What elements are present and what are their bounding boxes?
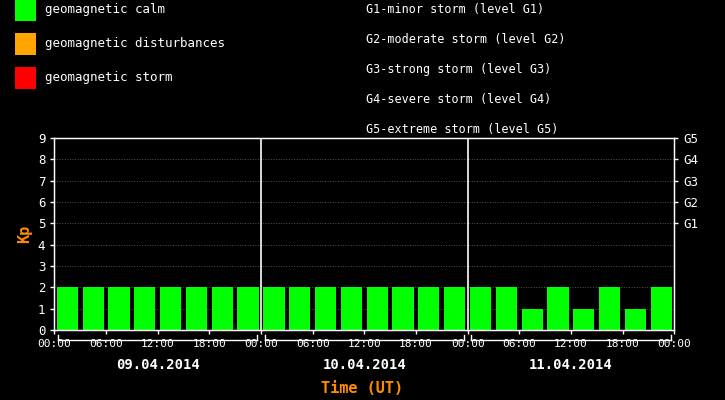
Bar bbox=[108, 287, 130, 330]
Bar bbox=[599, 287, 621, 330]
Text: G1-minor storm (level G1): G1-minor storm (level G1) bbox=[366, 4, 544, 16]
Bar bbox=[238, 287, 259, 330]
Text: 11.04.2014: 11.04.2014 bbox=[529, 358, 613, 372]
Bar bbox=[289, 287, 310, 330]
Bar bbox=[263, 287, 284, 330]
Bar bbox=[341, 287, 362, 330]
Bar bbox=[160, 287, 181, 330]
Bar bbox=[651, 287, 672, 330]
Bar bbox=[547, 287, 568, 330]
Bar bbox=[134, 287, 155, 330]
Bar bbox=[573, 309, 594, 330]
Bar bbox=[418, 287, 439, 330]
Text: G5-extreme storm (level G5): G5-extreme storm (level G5) bbox=[366, 124, 558, 136]
Text: G3-strong storm (level G3): G3-strong storm (level G3) bbox=[366, 64, 552, 76]
Text: G2-moderate storm (level G2): G2-moderate storm (level G2) bbox=[366, 34, 566, 46]
Bar bbox=[83, 287, 104, 330]
Bar bbox=[392, 287, 414, 330]
Bar bbox=[212, 287, 233, 330]
Text: geomagnetic disturbances: geomagnetic disturbances bbox=[45, 38, 225, 50]
Bar bbox=[367, 287, 388, 330]
Text: Time (UT): Time (UT) bbox=[321, 381, 404, 396]
Y-axis label: Kp: Kp bbox=[17, 225, 33, 243]
Bar bbox=[470, 287, 491, 330]
Bar bbox=[315, 287, 336, 330]
Bar bbox=[186, 287, 207, 330]
Text: G4-severe storm (level G4): G4-severe storm (level G4) bbox=[366, 94, 552, 106]
Bar bbox=[625, 309, 646, 330]
Bar bbox=[496, 287, 517, 330]
Bar bbox=[444, 287, 465, 330]
Bar bbox=[521, 309, 543, 330]
Bar bbox=[57, 287, 78, 330]
Text: geomagnetic storm: geomagnetic storm bbox=[45, 72, 173, 84]
Text: geomagnetic calm: geomagnetic calm bbox=[45, 4, 165, 16]
Text: 09.04.2014: 09.04.2014 bbox=[116, 358, 199, 372]
Text: 10.04.2014: 10.04.2014 bbox=[323, 358, 406, 372]
